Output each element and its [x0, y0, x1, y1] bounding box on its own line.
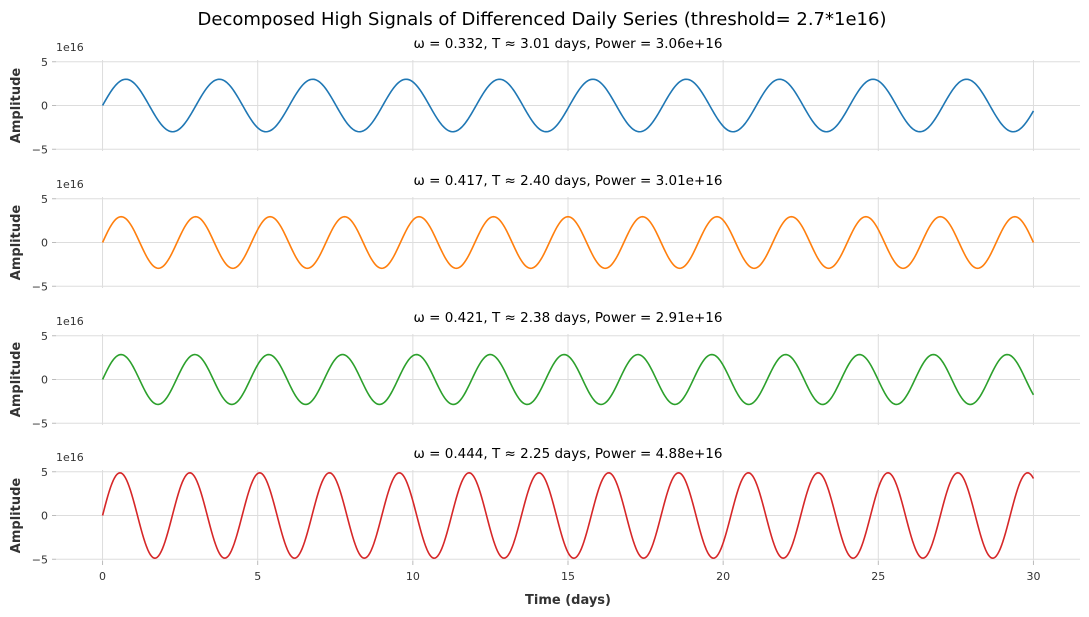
subplot-3: −5 0 5 ω = 0.421, T ≈ 2.38 days, Power = 2.…	[9, 310, 1080, 430]
y-offset-label: 1e16	[56, 41, 84, 54]
y-offset-label: 1e16	[56, 451, 84, 464]
y-tick-label: 0	[41, 100, 48, 113]
x-tick-label: 10	[406, 570, 420, 583]
y-axis-label: Amplitude	[9, 478, 24, 554]
y-tick-label: −5	[32, 553, 48, 566]
x-tick-label: 5	[254, 570, 261, 583]
subplot-title: ω = 0.417, T ≈ 2.40 days, Power = 3.01e+…	[414, 173, 723, 189]
subplot-title: ω = 0.332, T ≈ 3.01 days, Power = 3.06e+…	[414, 36, 723, 52]
y-axis-label: Amplitude	[9, 68, 24, 144]
y-offset-label: 1e16	[56, 178, 84, 191]
y-tick-label: 0	[41, 374, 48, 387]
subplot-title: ω = 0.421, T ≈ 2.38 days, Power = 2.91e+…	[414, 310, 723, 326]
y-tick-label: 5	[41, 330, 48, 343]
y-tick-label: 5	[41, 193, 48, 206]
y-tick-label: 5	[41, 56, 48, 69]
y-axis-label: Amplitude	[9, 205, 24, 281]
x-axis-label: Time (days)	[525, 593, 611, 608]
y-axis-label: Amplitude	[9, 342, 24, 418]
y-tick-label: −5	[32, 417, 48, 430]
y-offset-label: 1e16	[56, 315, 84, 328]
x-tick-label: 15	[561, 570, 575, 583]
series-line	[101, 78, 1035, 133]
y-tick-label: 5	[41, 466, 48, 479]
x-tick-label: 30	[1026, 570, 1040, 583]
series-line	[101, 471, 1035, 560]
y-tick-label: 0	[41, 510, 48, 523]
subplot-1: −5 0 5 ω = 0.332, T ≈ 3.01 days, Power = 3.…	[9, 36, 1080, 156]
y-tick-label: −5	[32, 143, 48, 156]
y-tick-label: −5	[32, 280, 48, 293]
series-line	[101, 215, 1035, 270]
subplot-2: −5 0 5 ω = 0.417, T ≈ 2.40 days, Power = 3.…	[9, 173, 1080, 293]
subplots: −5 0 5 ω = 0.332, T ≈ 3.01 days, Power = 3.…	[9, 36, 1080, 566]
x-tick-label: 0	[99, 570, 106, 583]
series-line	[101, 353, 1035, 406]
figure-title: Decomposed High Signals of Differenced D…	[198, 9, 887, 30]
x-axis-ticks: 0 5 10 15 20 25 30	[99, 561, 1040, 583]
y-tick-label: 0	[41, 237, 48, 250]
subplot-4: −5 0 5 ω = 0.444, T ≈ 2.25 days, Power = 4.…	[9, 446, 1080, 566]
x-tick-label: 20	[716, 570, 730, 583]
subplot-title: ω = 0.444, T ≈ 2.25 days, Power = 4.88e+…	[414, 446, 723, 462]
x-tick-label: 25	[871, 570, 885, 583]
